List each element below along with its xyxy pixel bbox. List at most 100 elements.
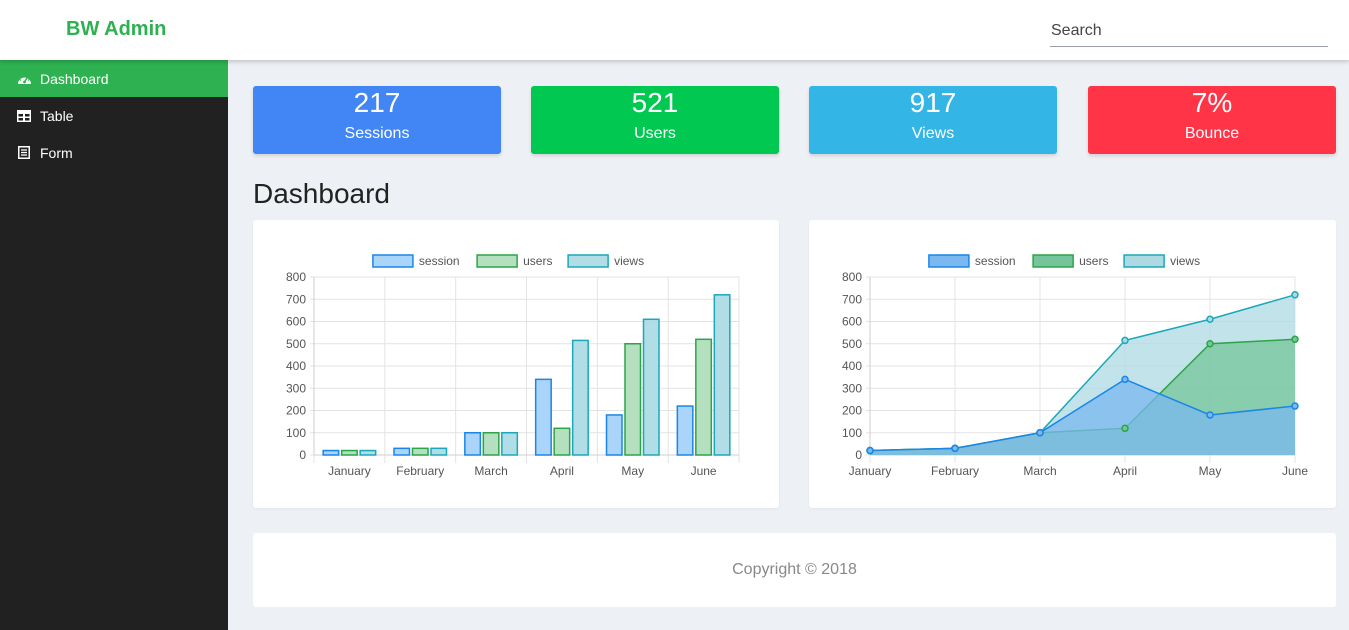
y-tick-label: 400: [842, 359, 862, 373]
top-bar: BW Admin: [0, 0, 1349, 60]
point-session: [1291, 402, 1299, 410]
legend-swatch-views: [567, 254, 609, 268]
form-icon: [16, 145, 32, 161]
stat-card-views: 917 Views: [809, 86, 1057, 154]
bar-views: [501, 432, 519, 456]
stat-card-sessions: 217 Sessions: [253, 86, 501, 154]
bar-views: [713, 294, 731, 456]
y-tick-label: 600: [842, 315, 862, 329]
bar-chart: session users views 0 100 200 300 400 500 600 700 8…: [286, 254, 740, 478]
y-tick-label: 200: [286, 404, 306, 418]
x-tick-label: April: [550, 464, 574, 478]
bar-session: [605, 414, 623, 456]
bar-session: [534, 378, 552, 456]
sidebar-item-dashboard[interactable]: Dashboard: [0, 60, 228, 97]
x-tick-label: April: [1113, 464, 1137, 478]
stat-value: 7%: [1191, 87, 1233, 118]
stat-label: Views: [911, 125, 955, 142]
stat-card-bounce: 7% Bounce: [1088, 86, 1336, 154]
legend-swatch-session: [928, 254, 970, 268]
bar-views: [430, 447, 448, 456]
bar-views: [359, 449, 377, 456]
point-views: [1121, 336, 1129, 345]
y-tick-label: 700: [842, 292, 862, 306]
x-tick-label: February: [931, 464, 979, 478]
legend-swatch-views: [1123, 254, 1165, 268]
bar-views: [571, 339, 589, 456]
x-tick-label: February: [396, 464, 444, 478]
bar-chart-panel: session users views 0 100 200 300 400 500 600 700 8…: [253, 220, 779, 508]
point-users: [1291, 335, 1299, 344]
legend-label-views: views: [614, 254, 644, 268]
dashboard-icon: [16, 71, 32, 87]
y-tick-label: 300: [842, 381, 862, 395]
table-icon: [16, 108, 32, 124]
x-tick-label: January: [328, 464, 371, 478]
bar-session: [676, 405, 694, 456]
bar-session: [464, 432, 482, 456]
legend-swatch-users: [476, 254, 518, 268]
area-chart: session users views 0 100 200 300 400 500 600 700 8…: [842, 254, 1308, 478]
y-tick-label: 100: [842, 426, 862, 440]
legend-label-session: session: [975, 254, 1016, 268]
bar-session: [393, 447, 411, 456]
point-session: [1206, 411, 1214, 419]
sidebar-item-form[interactable]: Form: [0, 134, 228, 171]
sidebar-item-label: Form: [40, 144, 73, 161]
area-fill-session: [870, 379, 1295, 455]
point-views: [1291, 291, 1299, 299]
sidebar: Dashboard Table Form: [0, 60, 228, 630]
footer: Copyright © 2018: [253, 533, 1336, 607]
x-tick-label: May: [621, 464, 644, 478]
x-tick-label: March: [474, 464, 507, 478]
bar-users: [695, 338, 713, 456]
legend-swatch-users: [1032, 254, 1074, 268]
legend-label-session: session: [419, 254, 460, 268]
y-tick-label: 500: [842, 337, 862, 351]
y-tick-label: 100: [286, 426, 306, 440]
bar-users: [411, 447, 429, 456]
point-session: [951, 444, 959, 453]
copyright-text: Copyright © 2018: [732, 561, 857, 578]
sidebar-item-label: Dashboard: [40, 70, 109, 87]
point-session: [1036, 429, 1044, 437]
stat-value: 521: [631, 87, 679, 118]
point-views: [1206, 315, 1214, 324]
search-input[interactable]: [1050, 16, 1328, 47]
y-tick-label: 800: [286, 270, 306, 284]
line-session: [869, 378, 1296, 452]
y-tick-label: 0: [299, 448, 306, 462]
x-tick-label: June: [691, 464, 717, 478]
stat-value: 917: [909, 87, 957, 118]
x-tick-label: March: [1023, 464, 1056, 478]
stat-label: Sessions: [344, 125, 410, 142]
y-tick-label: 500: [286, 337, 306, 351]
sidebar-item-label: Table: [40, 107, 74, 124]
point-session: [866, 446, 874, 455]
stat-card-users: 521 Users: [531, 86, 779, 154]
brand-logo[interactable]: BW Admin: [66, 18, 167, 40]
bar-users: [624, 343, 642, 456]
area-chart-panel: session users views 0 100 200 300 400 500 600 700 8…: [809, 220, 1336, 508]
y-tick-label: 400: [286, 359, 306, 373]
legend-label-users: users: [523, 254, 552, 268]
x-tick-label: May: [1199, 464, 1222, 478]
stat-value: 217: [353, 87, 401, 118]
y-tick-label: 0: [855, 448, 862, 462]
y-tick-label: 300: [286, 381, 306, 395]
bar-users: [340, 449, 358, 456]
stat-label: Bounce: [1184, 125, 1240, 142]
stat-label: Users: [634, 125, 676, 142]
x-tick-label: June: [1282, 464, 1308, 478]
point-session: [1121, 375, 1129, 384]
sidebar-item-table[interactable]: Table: [0, 97, 228, 134]
x-tick-label: January: [849, 464, 892, 478]
legend-label-users: users: [1079, 254, 1108, 268]
page-title: Dashboard: [253, 178, 390, 209]
bar-users: [553, 427, 571, 456]
bar-users: [482, 432, 500, 456]
y-tick-label: 700: [286, 292, 306, 306]
legend-swatch-session: [372, 254, 414, 268]
y-tick-label: 200: [842, 404, 862, 418]
y-tick-label: 800: [842, 270, 862, 284]
